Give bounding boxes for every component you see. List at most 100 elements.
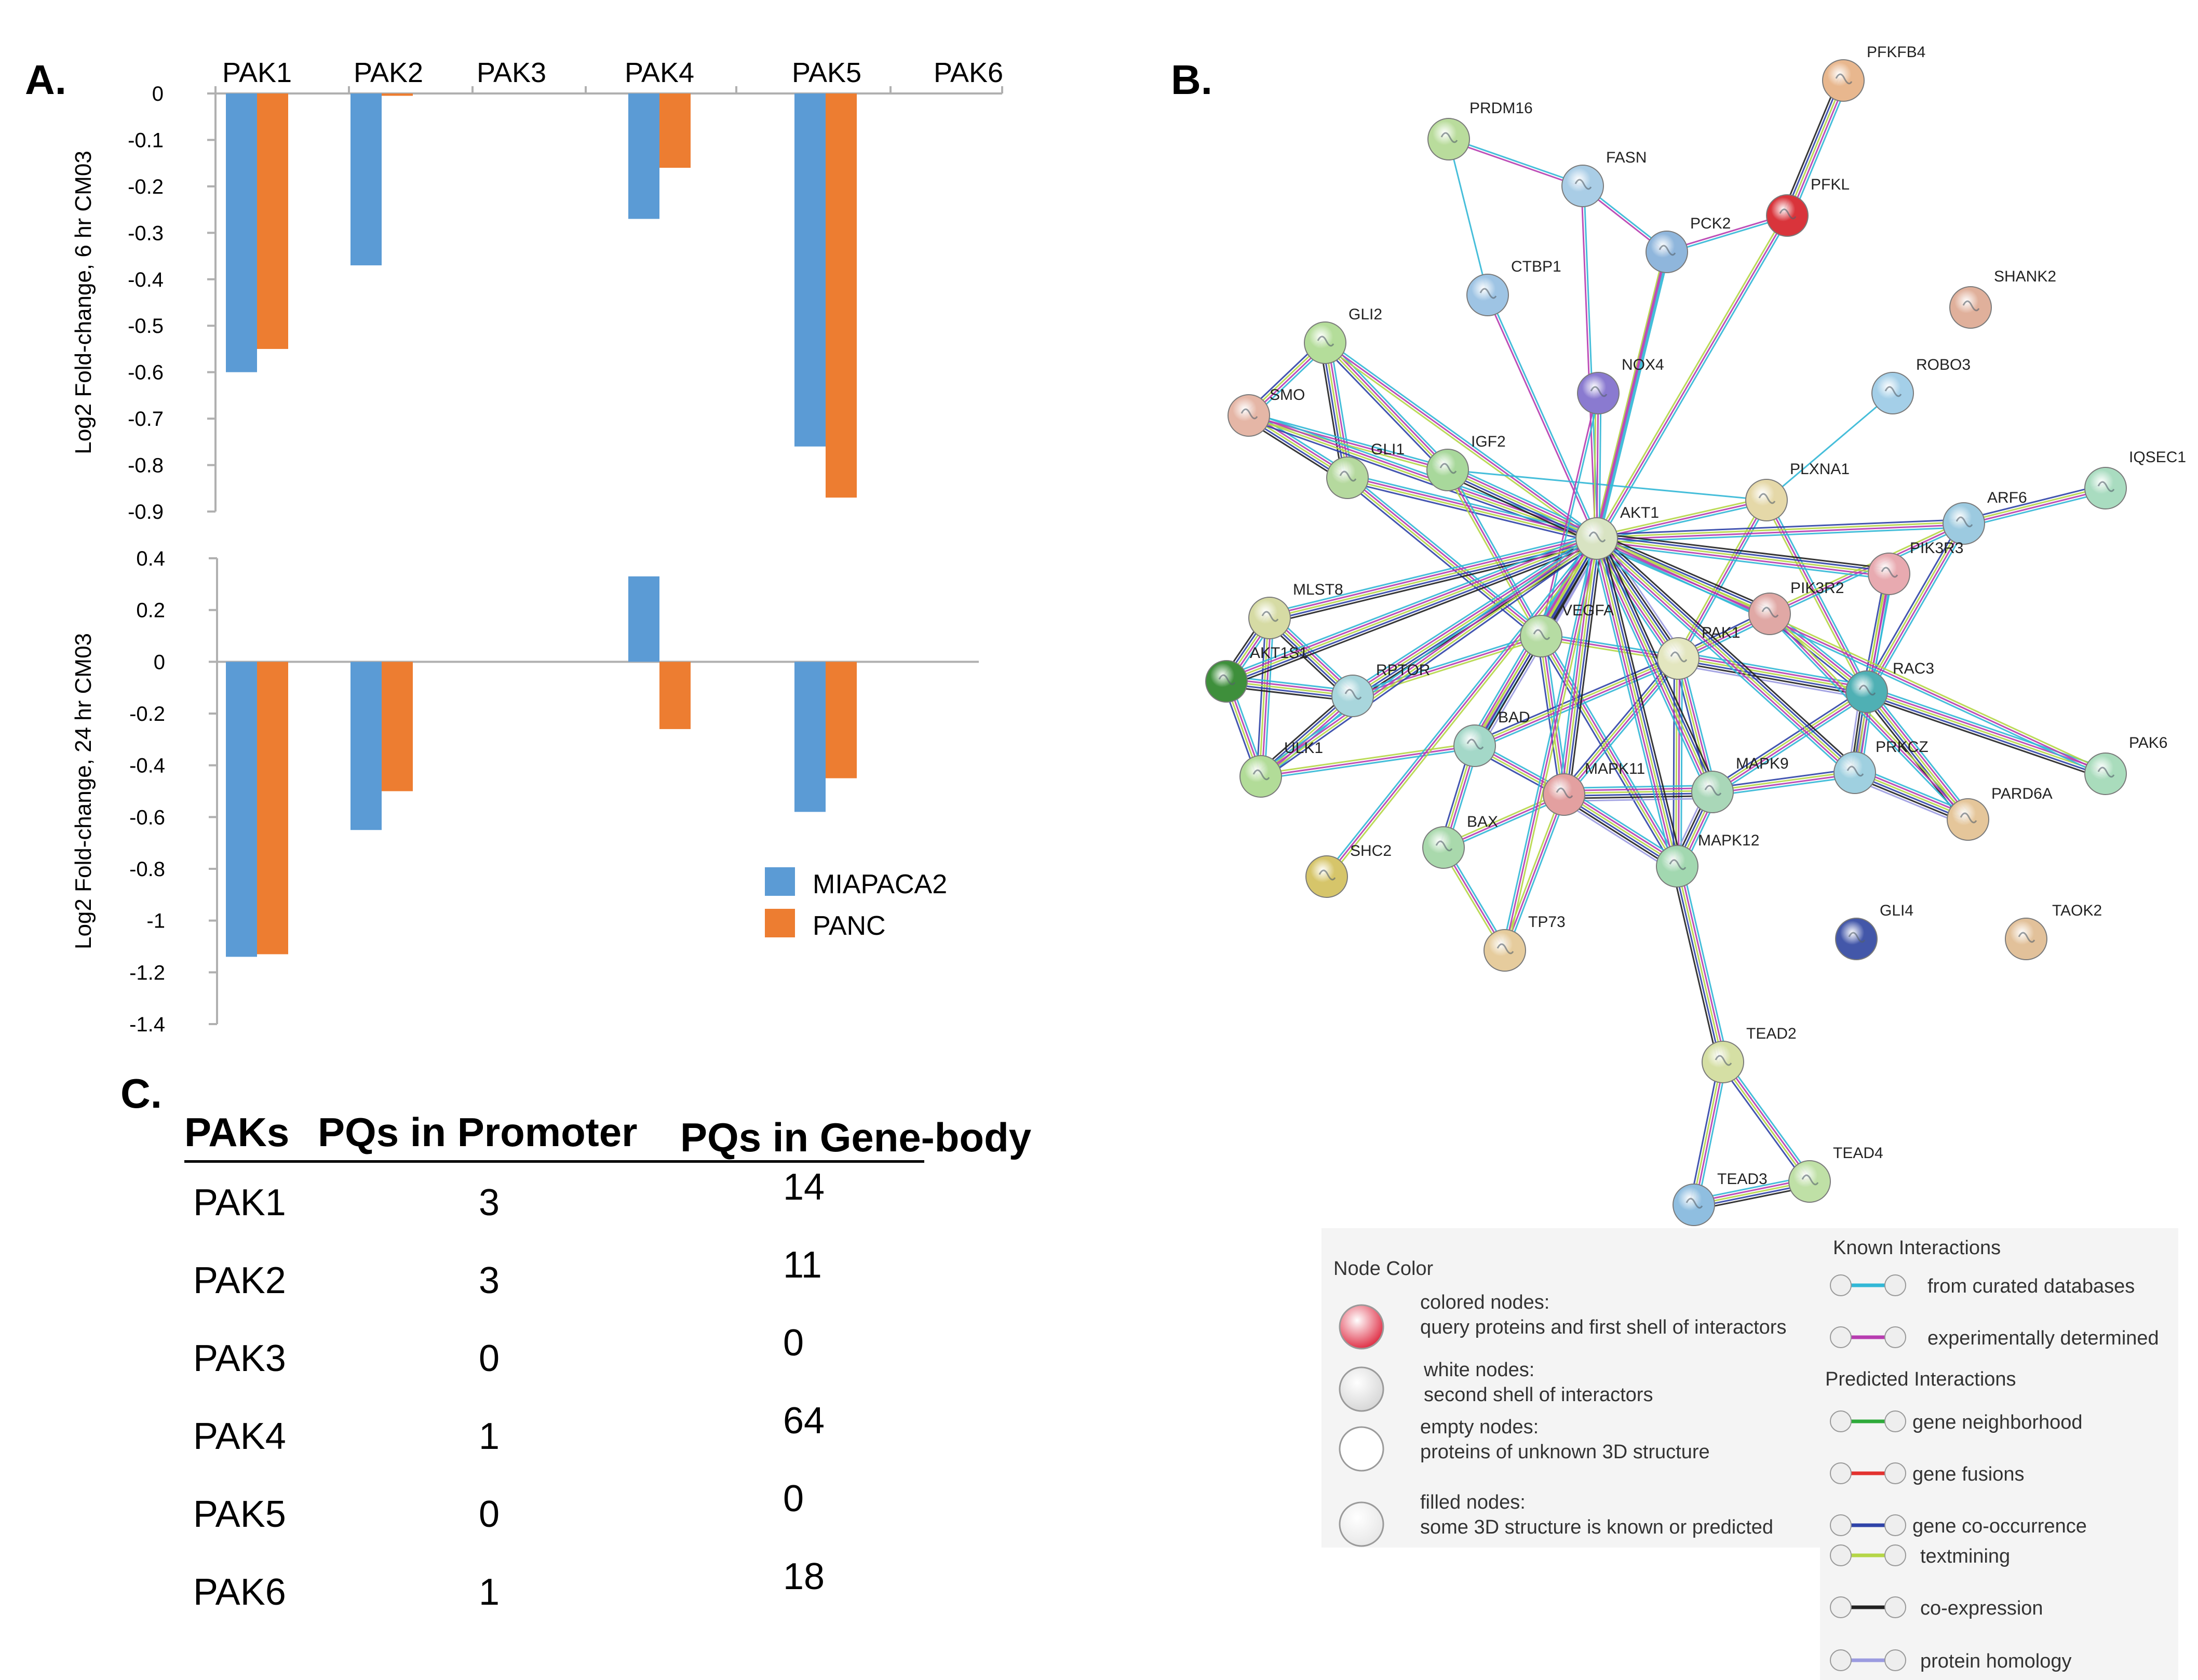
y-tick-label: -0.2 [128,176,164,198]
table-cell-promoter: 0 [479,1494,500,1535]
bar-miapaca2-pak4 [628,576,659,662]
legend-edge-node-left-pred-5 [1830,1649,1852,1671]
table-cell-promoter: 1 [479,1416,500,1457]
y-tick-label: 0.4 [136,547,165,570]
table-cell-gene-body: 11 [783,1244,822,1286]
legend-edge-node-left-pred-0 [1830,1410,1852,1432]
table-cell-promoter: 0 [479,1338,500,1379]
table-cell-gene-body: 14 [783,1166,825,1208]
category-label-pak3: PAK3 [477,57,546,88]
legend-node-title-0: colored nodes: [1420,1292,1549,1313]
y-tick-label: -0.4 [128,268,164,291]
category-label-pak1: PAK1 [222,57,292,88]
bar-charts-panel-a: PAK1 PAK2 PAK3 PAK4 PAK5 PAK6 0 -0.1 -0.2 -0.3 -0.… [71,57,1003,1036]
legend-predicted-title: Predicted Interactions [1825,1368,2016,1390]
table-cell-gene-body: 18 [783,1556,825,1597]
legend-node-icon-3 [1339,1501,1384,1547]
y-axis-label-1: Log2 Fold-change, 24 hr CM03 [71,633,96,949]
legend-swatch-miapaca2 [765,867,795,896]
bar-panc-pak5 [826,662,857,778]
legend-predicted-label-1: gene fusions [1912,1463,2025,1485]
panel-label-b: B. [1171,57,1212,103]
legend-node-desc-2: proteins of unknown 3D structure [1420,1441,1710,1463]
legend-predicted-label-4: co-expression [1920,1597,2043,1619]
bar-miapaca2-pak5 [794,662,826,812]
category-label-pak6: PAK6 [934,57,1003,88]
table-cell-pak: PAK1 [193,1182,286,1224]
legend-predicted-label-5: protein homology [1920,1650,2072,1672]
bar-panc-pak5 [826,93,857,498]
bar-panc-pak4 [659,662,691,729]
legend-node-icon-1 [1339,1366,1384,1412]
table-cell-gene-body: 0 [783,1478,804,1520]
legend-known-title: Known Interactions [1833,1237,2001,1259]
y-tick-label: -0.1 [128,129,164,152]
category-label-pak4: PAK4 [625,57,694,88]
y-tick-label: -0.7 [128,408,164,431]
bar-miapaca2-pak5 [794,93,826,447]
y-tick-label: -1.2 [129,961,165,984]
legend-node-title-2: empty nodes: [1420,1416,1539,1438]
bar-panc-pak4 [659,93,691,168]
legend-edge-node-right-pred-4 [1884,1596,1906,1618]
legend-node-desc-0: query proteins and first shell of intera… [1420,1316,1786,1338]
legend-node-color-title: Node Color [1333,1258,1434,1280]
legend-edge-node-right-known-1 [1884,1326,1906,1348]
table-cell-pak: PAK6 [193,1571,286,1613]
legend-node-desc-1: second shell of interactors [1424,1384,1653,1406]
legend-edge-node-left-pred-1 [1830,1462,1852,1484]
y-tick-label: -1 [146,910,165,933]
y-tick-label: 0 [152,83,164,105]
y-tick-label: -0.6 [128,361,164,384]
y-tick-label: -0.6 [129,806,165,829]
legend-node-title-3: filled nodes: [1420,1491,1526,1513]
y-tick-label: -1.4 [129,1013,165,1036]
bar-miapaca2-pak1 [226,93,257,372]
y-tick-label: -0.4 [129,755,165,777]
network-legend-panel [1322,1228,1820,1548]
legend-edge-node-left-known-0 [1830,1274,1852,1296]
y-tick-label: -0.3 [128,222,164,245]
panel-label-a: A. [25,57,66,103]
bar-panc-pak1 [257,93,288,349]
y-tick-label: 0.2 [136,599,165,622]
legend-edge-node-right-pred-0 [1884,1410,1906,1432]
table-cell-gene-body: 64 [783,1400,825,1442]
legend-edge-node-right-pred-5 [1884,1649,1906,1671]
table-cell-promoter: 3 [479,1260,500,1301]
legend-node-desc-3: some 3D structure is known or predicted [1420,1516,1773,1538]
table-header-promoter: PQs in Promoter [318,1109,638,1155]
legend-edge-node-right-known-0 [1884,1274,1906,1296]
y-tick-label: -0.5 [128,315,164,338]
legend-node-title-1: white nodes: [1423,1359,1534,1381]
bar-panc-pak2 [382,93,413,96]
table-cell-pak: PAK5 [193,1494,286,1535]
y-tick-label: -0.8 [128,454,164,477]
table-header-paks: PAKs [184,1109,290,1155]
y-tick-label: 0 [154,651,165,674]
bar-miapaca2-pak4 [628,93,659,219]
bar-miapaca2-pak1 [226,662,257,957]
table-cell-pak: PAK4 [193,1416,286,1457]
panel-label-c: C. [120,1070,162,1117]
legend-edge-node-right-pred-2 [1884,1514,1906,1536]
legend-edge-node-left-known-1 [1830,1326,1852,1348]
legend-edge-node-right-pred-3 [1884,1544,1906,1566]
table-cell-promoter: 3 [479,1182,500,1224]
bar-panc-pak2 [382,662,413,791]
legend-predicted-label-0: gene neighborhood [1912,1412,2083,1433]
y-axis-label-0: Log2 Fold-change, 6 hr CM03 [71,151,96,454]
category-label-pak5: PAK5 [792,57,861,88]
legend-known-label-1: experimentally determined [1927,1327,2159,1349]
legend-node-icon-2 [1339,1426,1384,1472]
bar-panc-pak1 [257,662,288,955]
legend-node-icon-0 [1339,1304,1384,1350]
legend-known-label-0: from curated databases [1927,1275,2135,1297]
y-tick-label: -0.2 [129,703,165,725]
legend-predicted-label-3: textmining [1920,1545,2010,1567]
legend-edge-node-left-pred-3 [1830,1544,1852,1566]
bar-miapaca2-pak2 [350,662,382,830]
legend-swatch-panc [765,909,795,937]
y-tick-label: -0.8 [129,858,165,881]
